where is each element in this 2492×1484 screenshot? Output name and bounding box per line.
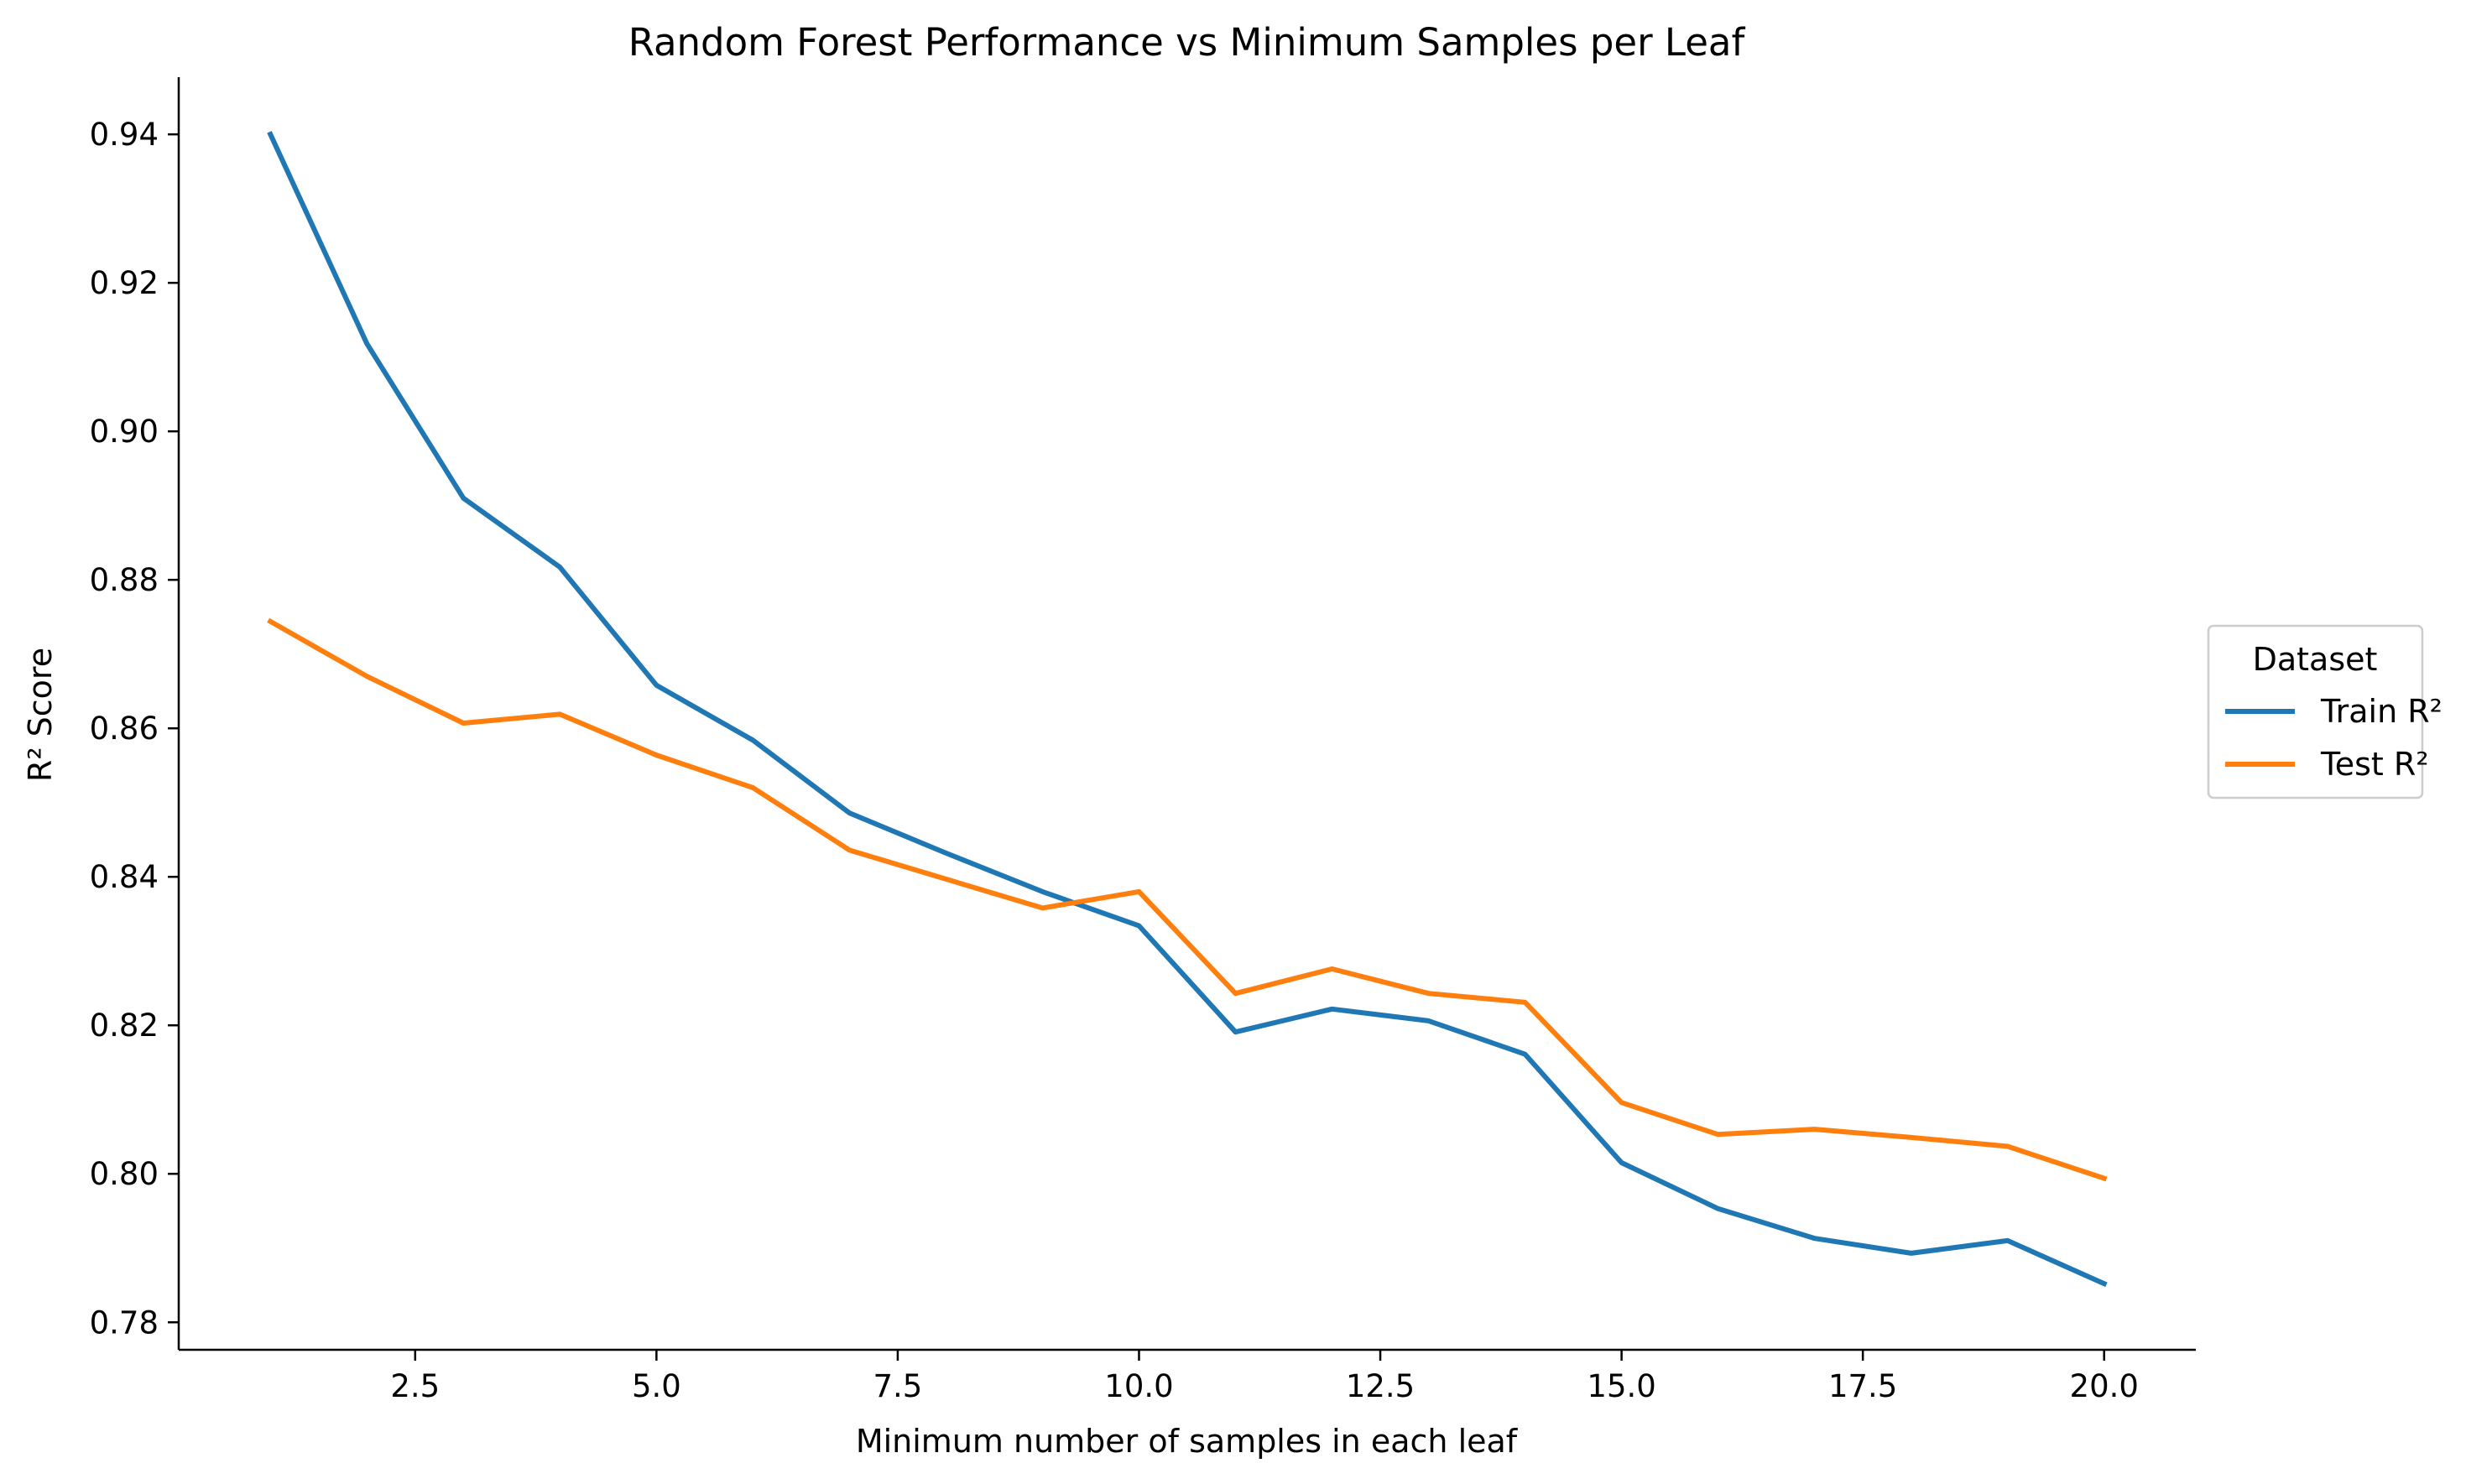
- x-tick-label: 5.0: [632, 1368, 681, 1404]
- train-r2-line: [267, 131, 2108, 1288]
- legend-title: Dataset: [2253, 641, 2378, 678]
- legend-box: [2207, 624, 2424, 799]
- y-tick-label: 0.94: [90, 117, 159, 153]
- y-axis-label: R² Score: [22, 648, 59, 782]
- y-tick-group: 0.78 0.80 0.82 0.84 0.86 0.88 0.90 0.92 0.94: [90, 117, 179, 1341]
- y-tick-label: 0.88: [90, 562, 159, 598]
- x-tick-label: 12.5: [1346, 1368, 1415, 1404]
- legend: Dataset Train R² Test R²: [2207, 624, 2442, 799]
- y-tick-label: 0.86: [90, 711, 159, 747]
- y-tick-label: 0.80: [90, 1156, 159, 1192]
- x-tick-label: 2.5: [390, 1368, 440, 1404]
- y-tick-label: 0.78: [90, 1304, 159, 1341]
- x-tick-group: 2.5 5.0 7.5 10.0 12.5 15.0 17.5 20.0: [390, 1350, 2139, 1404]
- y-tick-label: 0.84: [90, 859, 159, 895]
- x-tick-label: 17.5: [1828, 1368, 1897, 1404]
- x-axis-label: Minimum number of samples in each leaf: [856, 1423, 1519, 1460]
- x-tick-label: 20.0: [2070, 1368, 2139, 1404]
- y-tick-label: 0.82: [90, 1008, 159, 1044]
- y-tick-label: 0.92: [90, 265, 159, 301]
- series-group: [267, 131, 2108, 1288]
- x-tick-label: 10.0: [1104, 1368, 1173, 1404]
- legend-label-test: Test R²: [2320, 746, 2429, 783]
- legend-label-train: Train R²: [2320, 693, 2442, 730]
- test-r2-line: [267, 617, 2108, 1182]
- chart-title: Random Forest Performance vs Minimum Sam…: [628, 20, 1746, 65]
- x-tick-label: 7.5: [873, 1368, 923, 1404]
- x-tick-label: 15.0: [1587, 1368, 1655, 1404]
- y-tick-label: 0.90: [90, 414, 159, 450]
